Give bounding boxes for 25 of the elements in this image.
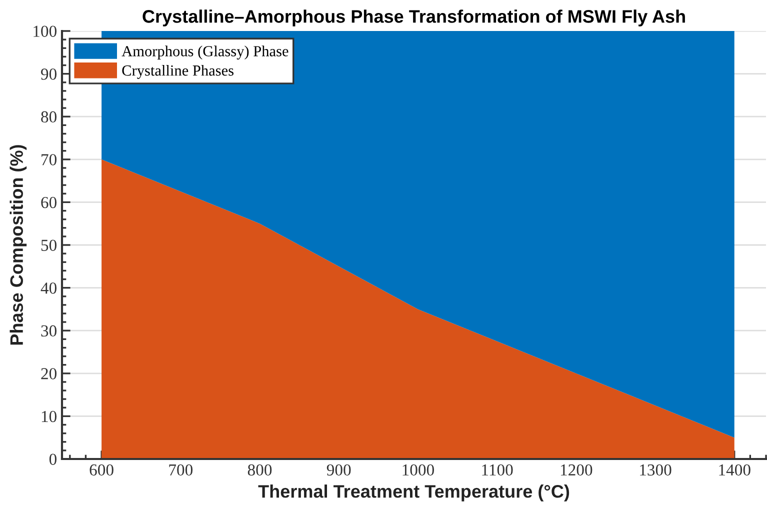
x-tick-label: 1400 bbox=[719, 464, 750, 476]
chart-title: Crystalline–Amorphous Phase Transformation of MSWI Fly Ash bbox=[142, 10, 685, 26]
legend-label: Crystalline Phases bbox=[122, 64, 234, 79]
x-tick-label: 700 bbox=[169, 464, 193, 476]
y-tick-label: 10 bbox=[42, 410, 57, 422]
x-tick-label: 800 bbox=[248, 464, 272, 476]
x-axis-title: Thermal Treatment Temperature (°C) bbox=[258, 484, 570, 502]
x-tick-label: 1000 bbox=[402, 464, 434, 476]
y-tick-label: 60 bbox=[41, 196, 57, 208]
y-tick-label: 30 bbox=[41, 325, 57, 337]
y-tick-label: 50 bbox=[41, 240, 57, 251]
x-tick-label: 600 bbox=[90, 464, 114, 476]
x-tick-label: 1200 bbox=[560, 464, 592, 476]
y-tick-label: 40 bbox=[40, 282, 57, 294]
x-tick-label: 1300 bbox=[640, 464, 672, 476]
y-tick-label: 20 bbox=[41, 368, 57, 380]
y-tick-label: 100 bbox=[34, 26, 57, 37]
y-tick-label: 0 bbox=[49, 454, 57, 465]
x-tick-label: 900 bbox=[326, 464, 351, 476]
x-tick-label: 1100 bbox=[482, 464, 513, 476]
legend-label: Amorphous (Glassy) Phase bbox=[122, 46, 288, 60]
y-tick-label: 90 bbox=[41, 68, 57, 80]
y-tick-label: 80 bbox=[41, 111, 57, 123]
y-tick-label: 70 bbox=[42, 154, 57, 166]
y-axis-title: Phase Composition (%) bbox=[10, 145, 27, 345]
